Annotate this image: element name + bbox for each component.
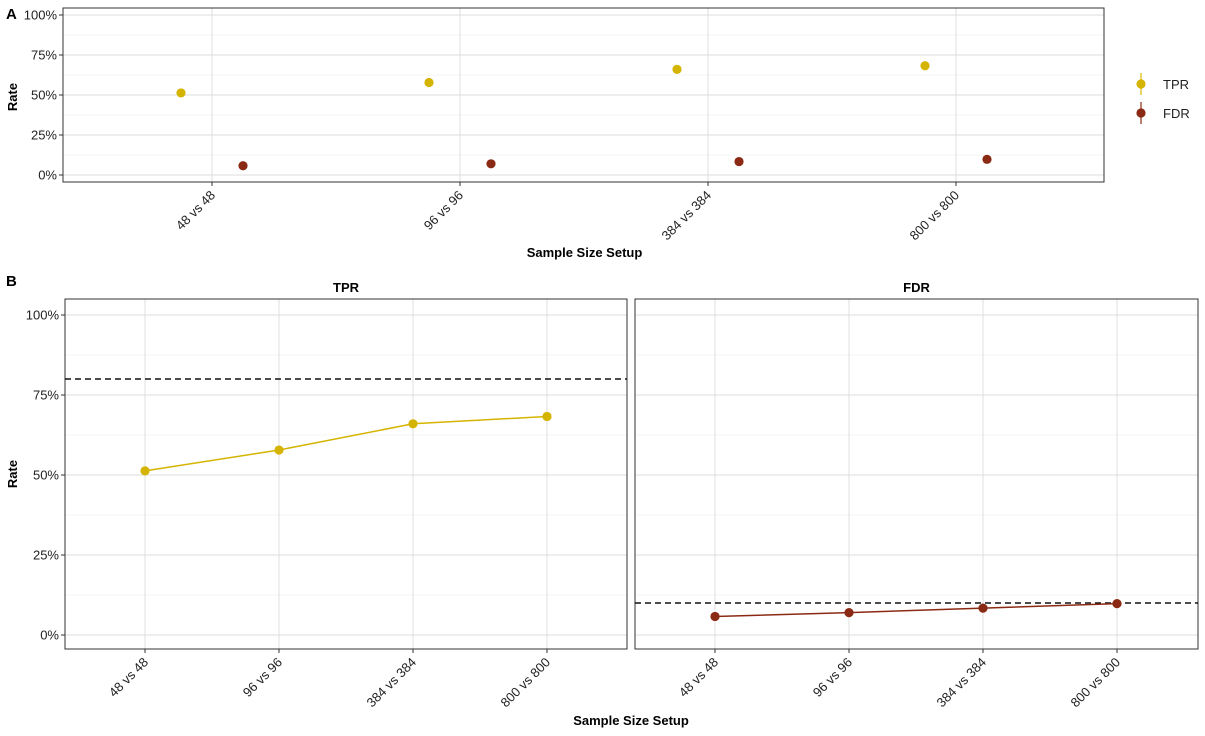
- y-tick-label: 100%: [26, 308, 60, 323]
- data-point-tpr: [140, 466, 150, 476]
- x-tick-label: 800 vs 800: [907, 188, 963, 244]
- x-axis-title: Sample Size Setup: [573, 713, 689, 728]
- y-tick-label: 25%: [31, 128, 57, 143]
- legend-label: TPR: [1163, 77, 1189, 92]
- facet-strip-label: TPR: [333, 280, 360, 295]
- data-point-fdr: [978, 603, 988, 613]
- data-point-fdr: [734, 156, 744, 167]
- legend-key-fdr: [1136, 108, 1146, 118]
- legend-label: FDR: [1163, 106, 1190, 121]
- x-tick-label: 96 vs 96: [240, 655, 285, 700]
- y-axis-title: Rate: [5, 83, 20, 111]
- data-point-tpr: [672, 64, 682, 74]
- legend-key-tpr: [1136, 79, 1146, 89]
- x-tick-label: 48 vs 48: [173, 188, 218, 233]
- data-point-fdr: [1112, 599, 1122, 609]
- facet-strip-label: FDR: [903, 280, 930, 295]
- data-point-tpr: [176, 88, 186, 98]
- x-tick-label: 96 vs 96: [421, 188, 466, 233]
- x-tick-label: 48 vs 48: [106, 655, 151, 700]
- data-point-fdr: [238, 161, 248, 171]
- y-tick-label: 50%: [31, 88, 57, 103]
- data-point-fdr: [844, 608, 854, 618]
- y-tick-label: 75%: [33, 388, 59, 403]
- y-tick-label: 0%: [38, 168, 57, 183]
- series-line-fdr: [714, 602, 1118, 618]
- y-axis-title: Rate: [5, 460, 20, 488]
- facet-background: [65, 299, 627, 649]
- y-tick-label: 25%: [33, 548, 59, 563]
- x-tick-label: 800 vs 800: [498, 655, 554, 711]
- data-point-tpr: [274, 445, 284, 455]
- data-point-tpr: [542, 411, 552, 422]
- x-axis-title: Sample Size Setup: [527, 245, 643, 260]
- x-tick-label: 96 vs 96: [810, 655, 855, 700]
- data-point-tpr: [424, 77, 434, 88]
- panel-a-chart: 0% 25% 50% 75% 100% 48 vs 48 96 vs 96 384 vs 38…: [5, 7, 1105, 260]
- data-point-tpr: [408, 419, 418, 429]
- x-tick-label: 384 vs 384: [659, 188, 715, 244]
- data-point-fdr: [982, 154, 992, 164]
- panel-b-tag: B: [6, 273, 17, 290]
- y-tick-label: 50%: [33, 468, 59, 483]
- series-line-tpr: [144, 415, 548, 472]
- facet-background: [635, 299, 1198, 649]
- panel-a-tag: A: [6, 6, 17, 23]
- x-tick-label: 384 vs 384: [364, 655, 420, 711]
- data-point-fdr: [486, 159, 496, 169]
- panel-b-chart: TPR 48 vs 48 96 vs 96 384 vs 384 800 vs 800 F…: [5, 280, 1199, 728]
- y-tick-label: 75%: [31, 48, 57, 63]
- x-tick-label: 48 vs 48: [676, 655, 721, 700]
- y-tick-label: 100%: [24, 8, 58, 23]
- data-point-tpr: [920, 61, 930, 71]
- y-tick-label: 0%: [40, 628, 59, 643]
- x-tick-label: 384 vs 384: [934, 655, 990, 711]
- data-point-fdr: [710, 611, 720, 622]
- x-tick-label: 800 vs 800: [1068, 655, 1124, 711]
- legend: TPR FDR: [1136, 73, 1190, 124]
- facet-border: [64, 298, 628, 650]
- facet-border: [634, 298, 1199, 650]
